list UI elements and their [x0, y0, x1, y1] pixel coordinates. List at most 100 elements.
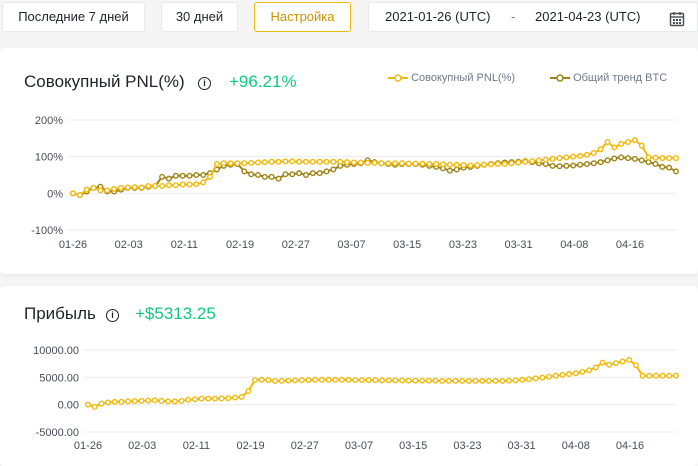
data-point	[104, 187, 111, 194]
data-point	[258, 376, 265, 383]
data-point	[453, 166, 460, 173]
data-point	[371, 159, 378, 166]
data-point	[159, 173, 166, 180]
data-point	[646, 372, 653, 379]
data-point	[289, 158, 296, 165]
x-tick-label: 03-23	[449, 239, 477, 251]
data-point	[539, 374, 546, 381]
data-point	[261, 159, 268, 166]
date-end[interactable]: 2021-04-23 (UTC)	[535, 9, 641, 24]
data-point	[275, 175, 282, 182]
data-point	[179, 172, 186, 179]
calendar-icon[interactable]	[669, 9, 685, 37]
data-point	[213, 160, 220, 167]
data-point	[526, 376, 533, 383]
data-point	[378, 160, 385, 167]
info-icon[interactable]: i	[198, 77, 211, 90]
data-point	[549, 162, 556, 169]
data-point	[165, 398, 172, 405]
data-point	[638, 157, 645, 164]
data-point	[673, 372, 680, 379]
toolbar: Последние 7 дней 30 дней Настройка 2021-…	[0, 0, 698, 40]
x-tick-label: 03-31	[508, 440, 536, 452]
data-point	[604, 138, 611, 145]
data-point	[666, 155, 673, 162]
data-point	[275, 158, 282, 165]
data-point	[337, 158, 344, 165]
data-point	[399, 377, 406, 384]
data-point	[619, 358, 626, 365]
data-point	[459, 377, 466, 384]
pnl-value: +96.21%	[229, 72, 297, 91]
data-point	[570, 153, 577, 160]
data-point	[268, 158, 275, 165]
legend-pnl[interactable]: Совокупный PNL(%)	[388, 72, 515, 84]
date-start[interactable]: 2021-01-26 (UTC)	[385, 9, 491, 24]
data-point	[200, 171, 207, 178]
info-icon[interactable]: i	[106, 309, 119, 322]
data-point	[440, 161, 447, 168]
profit-card: Прибыль i +$5313.25 10000.00 5000.00 0.00 -…	[0, 286, 698, 466]
data-point	[586, 367, 593, 374]
pnl-chart: 200% 100% 0% -100% 01-26 02-03 02-11 02-19 02-27…	[31, 115, 680, 251]
data-point	[501, 160, 508, 167]
data-point	[492, 377, 499, 384]
data-point	[172, 182, 179, 189]
y-tick-label: -100%	[31, 225, 63, 237]
data-point	[611, 155, 618, 162]
data-point	[84, 401, 91, 408]
data-point	[227, 160, 234, 167]
30-days-button[interactable]: 30 дней	[161, 2, 238, 32]
data-point	[344, 159, 351, 166]
data-point	[238, 394, 245, 401]
data-point	[296, 158, 303, 165]
data-point	[425, 377, 432, 384]
data-point	[666, 372, 673, 379]
data-point	[439, 377, 446, 384]
data-point	[552, 372, 559, 379]
data-point	[645, 154, 652, 161]
last-7-days-button[interactable]: Последние 7 дней	[2, 2, 145, 32]
data-point	[186, 172, 193, 179]
data-point	[105, 399, 112, 406]
data-point	[419, 377, 426, 384]
data-point	[445, 377, 452, 384]
x-tick-label: 02-11	[171, 239, 198, 251]
date-range-picker[interactable]: 2021-01-26 (UTC) - 2021-04-23 (UTC)	[368, 2, 698, 32]
data-point	[392, 160, 399, 167]
custom-range-button[interactable]: Настройка	[254, 2, 351, 32]
data-point	[385, 160, 392, 167]
data-point	[599, 359, 606, 366]
data-point	[312, 376, 319, 383]
data-point	[265, 377, 272, 384]
data-point	[152, 182, 159, 189]
data-point	[76, 192, 83, 199]
x-tick-label: 03-15	[393, 239, 421, 251]
data-point	[220, 160, 227, 167]
data-point	[125, 398, 132, 405]
x-tick-label: 02-27	[282, 239, 310, 251]
data-point	[522, 158, 529, 165]
data-point	[612, 360, 619, 367]
data-point	[193, 171, 200, 178]
data-point	[467, 162, 474, 169]
pnl-title: Совокупный PNL(%)	[24, 72, 185, 91]
data-point	[405, 377, 412, 384]
data-point	[412, 377, 419, 384]
data-point	[572, 370, 579, 377]
y-tick-label: -5000.00	[36, 427, 79, 439]
data-point	[673, 155, 680, 162]
data-point	[577, 152, 584, 159]
legend-pnl-label: Совокупный PNL(%)	[411, 72, 516, 84]
data-point	[638, 142, 645, 149]
legend-btc[interactable]: Общий тренд BTC	[550, 72, 667, 84]
data-point	[412, 160, 419, 167]
x-tick-label: 03-07	[337, 239, 365, 251]
profit-title: Прибыль	[24, 304, 96, 323]
data-point	[268, 173, 275, 180]
data-point	[255, 159, 262, 166]
data-point	[549, 155, 556, 162]
data-point	[282, 158, 289, 165]
data-point	[282, 171, 289, 178]
